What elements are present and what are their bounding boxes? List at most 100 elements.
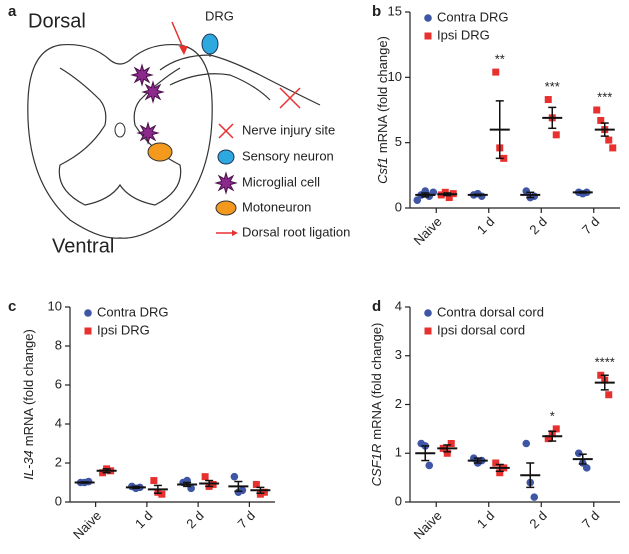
panel-label: d: [372, 298, 381, 315]
y-tick-label: 10: [388, 69, 402, 84]
data-point: [492, 459, 500, 467]
data-point: [256, 490, 264, 498]
x-tick-label: 1 d: [474, 508, 497, 531]
ventral-label: Ventral: [52, 235, 114, 257]
legend-marker: [424, 327, 432, 335]
data-point: [150, 477, 158, 485]
data-point: [496, 469, 504, 477]
legend-text: Contra DRG: [437, 9, 509, 24]
legend-icon: [217, 149, 235, 165]
y-tick-label: 0: [55, 493, 62, 508]
legend-text: Microglial cell: [242, 174, 320, 189]
data-point: [260, 488, 268, 496]
legend-text: Nerve injury site: [242, 122, 335, 137]
y-axis-label: CSF1R mRNA (fold change): [369, 323, 384, 487]
injury-icon: [279, 87, 301, 109]
ligation-arrow: [171, 21, 185, 51]
x-tick-label: 2 d: [183, 508, 206, 531]
drg-label: DRG: [205, 8, 234, 23]
panel-label: a: [8, 3, 17, 20]
y-tick-label: 0: [395, 199, 402, 214]
significance: **: [495, 52, 505, 67]
y-tick-label: 10: [48, 298, 62, 313]
y-axis-label: IL-34 mRNA (fold change): [21, 329, 36, 480]
y-label-gene: IL-34: [21, 450, 36, 480]
legend-icon: [218, 123, 234, 139]
x-tick-label: 1 d: [132, 508, 155, 531]
y-axis-label: Csf1 mRNA (fold change): [375, 36, 390, 184]
legend-text: Motoneuron: [242, 199, 311, 214]
data-point: [530, 192, 539, 201]
x-tick-label: 7 d: [235, 508, 258, 531]
significance: ****: [595, 355, 615, 370]
motoneuron-icon: [147, 142, 173, 162]
arrowhead: [179, 46, 188, 55]
y-label-gene: CSF1R: [369, 444, 384, 487]
panel-label: c: [8, 298, 16, 315]
data-point: [252, 480, 260, 488]
y-tick-label: 1: [395, 445, 402, 460]
y-label-text: mRNA (fold change): [21, 329, 36, 446]
data-point: [530, 493, 539, 501]
x-tick-label: Naive: [70, 508, 104, 542]
data-point: [593, 106, 601, 114]
data-point: [230, 472, 239, 481]
legend-text: Dorsal root ligation: [242, 224, 350, 239]
x-tick-label: Naive: [411, 508, 445, 542]
spinal-cord: [27, 43, 213, 239]
legend-icon: [215, 200, 237, 216]
microglia-icon: [136, 121, 160, 145]
data-point: [605, 391, 613, 399]
y-tick-label: 4: [55, 415, 62, 430]
panel-a: a DRG Dorsal Ventral Nerve injury site S…: [8, 3, 350, 257]
data-point: [413, 196, 422, 204]
data-point: [201, 473, 209, 481]
data-point: [609, 144, 617, 152]
significance: *: [550, 408, 555, 423]
y-label-gene: Csf1: [375, 157, 390, 184]
x-tick-label: 2 d: [526, 214, 549, 237]
x-tick-label: Naive: [411, 214, 445, 248]
data-point: [544, 435, 552, 443]
legend-text: Ipsi dorsal cord: [437, 322, 525, 337]
data-point: [425, 461, 434, 470]
data-point: [597, 116, 605, 124]
data-point: [574, 449, 583, 458]
y-label-text: mRNA (fold change): [369, 323, 384, 440]
y-tick-label: 5: [395, 134, 402, 149]
data-point: [605, 136, 613, 144]
data-point: [522, 439, 531, 448]
y-tick-label: 0: [395, 493, 402, 508]
data-point: [238, 486, 247, 495]
data-point: [552, 131, 560, 139]
y-tick-label: 3: [395, 347, 402, 362]
significance: ***: [545, 79, 560, 94]
y-tick-label: 8: [55, 337, 62, 352]
data-point: [522, 187, 531, 195]
data-point: [447, 440, 455, 447]
data-point: [443, 449, 451, 457]
nerve: [159, 54, 321, 106]
legend-icon: [232, 230, 238, 236]
y-label-text: mRNA (fold change): [375, 36, 390, 153]
dorsal-label: Dorsal: [28, 10, 86, 32]
legend-marker: [424, 14, 432, 22]
legend-marker: [84, 327, 92, 335]
drg-icon: [201, 33, 219, 55]
y-tick-label: 15: [388, 3, 402, 18]
legend-text: Ipsi DRG: [97, 322, 150, 337]
significance: ***: [597, 89, 612, 104]
legend-marker: [424, 32, 432, 40]
panel-label: b: [372, 3, 381, 20]
x-tick-label: 2 d: [526, 508, 549, 531]
data-point: [492, 68, 500, 76]
y-tick-label: 2: [55, 454, 62, 469]
data-point: [158, 490, 166, 498]
x-tick-label: 1 d: [474, 214, 497, 237]
data-point: [544, 96, 552, 104]
legend-text: Sensory neuron: [242, 148, 334, 163]
data-point: [552, 425, 560, 433]
y-tick-label: 4: [395, 298, 402, 313]
microglia-icon: [130, 63, 154, 87]
